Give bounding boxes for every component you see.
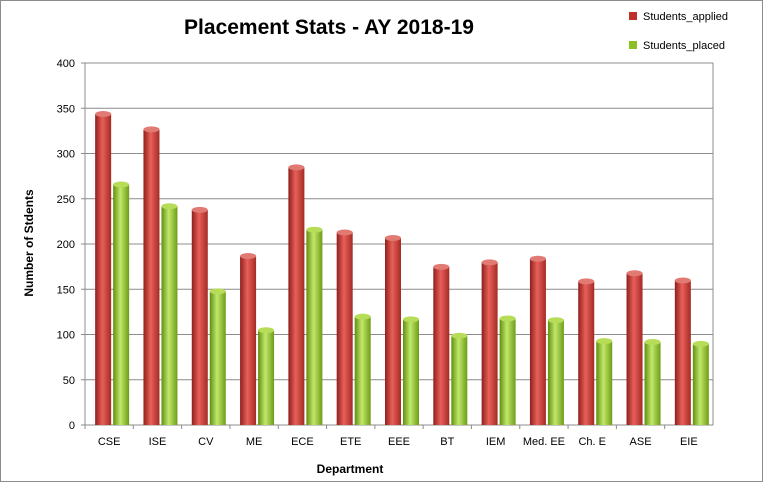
x-tick-label: EEE [388,436,410,448]
x-tick-label: EIE [680,436,698,448]
bar-students-placed [306,226,323,425]
x-tick-label: ETE [340,436,361,448]
x-axis-title: Department [317,462,384,476]
x-tick-label: CV [198,436,214,448]
bar-students-placed [113,181,130,425]
x-tick-label: ASE [630,436,652,448]
bar-students-placed [258,327,275,425]
axis-ticks: 0 50 100 150 200 250 300 350 400 CSE ISE CV ME ECE ETE… [57,58,698,448]
bar-students-placed [403,316,419,425]
legend-label: Students_applied [643,11,728,23]
bar-students-applied [240,253,257,425]
bar-students-placed [692,340,709,425]
x-tick-label: CSE [98,436,121,448]
bar-students-applied [191,206,208,425]
y-tick-label: 250 [57,194,75,206]
legend-entry: Students_applied [629,11,728,23]
legend-swatch [629,41,637,49]
x-tick-label: ISE [149,436,167,448]
bar-students-applied [481,259,498,425]
x-tick-label: ME [246,436,263,448]
bar-students-applied [529,255,546,425]
y-tick-label: 300 [57,149,75,161]
x-tick-label: ECE [291,436,314,448]
bar-students-placed [499,315,516,425]
chart-title: Placement Stats - AY 2018-19 [184,16,474,39]
bar-students-placed [451,332,468,425]
bars [95,110,709,426]
bar-students-placed [161,203,178,425]
bar-students-applied [288,164,305,426]
legend-entry: Students_placed [629,40,725,52]
bar-students-applied [626,270,643,425]
y-tick-label: 0 [69,420,75,432]
bar-students-applied [385,234,401,425]
bar-students-applied [433,263,450,425]
bar-students-applied [336,229,353,425]
bar-students-applied [578,278,595,425]
x-tick-label: IEM [486,436,506,448]
y-tick-label: 50 [63,375,75,387]
bar-students-applied [95,110,112,425]
legend: Students_applied Students_placed [629,11,728,52]
y-axis-title: Number of Stdents [22,189,36,297]
bar-students-placed [644,339,661,425]
legend-swatch [629,12,637,20]
y-tick-label: 400 [57,58,75,70]
y-tick-label: 350 [57,103,75,115]
y-tick-label: 150 [57,284,75,296]
bar-students-placed [596,338,613,425]
y-tick-label: 200 [57,239,75,251]
y-tick-label: 100 [57,330,75,342]
bar-students-placed [547,317,564,425]
x-tick-label: Ch. E [578,436,606,448]
bar-students-placed [354,313,371,425]
bar-students-applied [143,126,160,425]
legend-label: Students_placed [643,40,725,52]
x-tick-label: BT [440,436,454,448]
bar-students-placed [209,288,226,425]
bar-students-applied [674,277,691,425]
x-tick-label: Med. EE [523,436,565,448]
